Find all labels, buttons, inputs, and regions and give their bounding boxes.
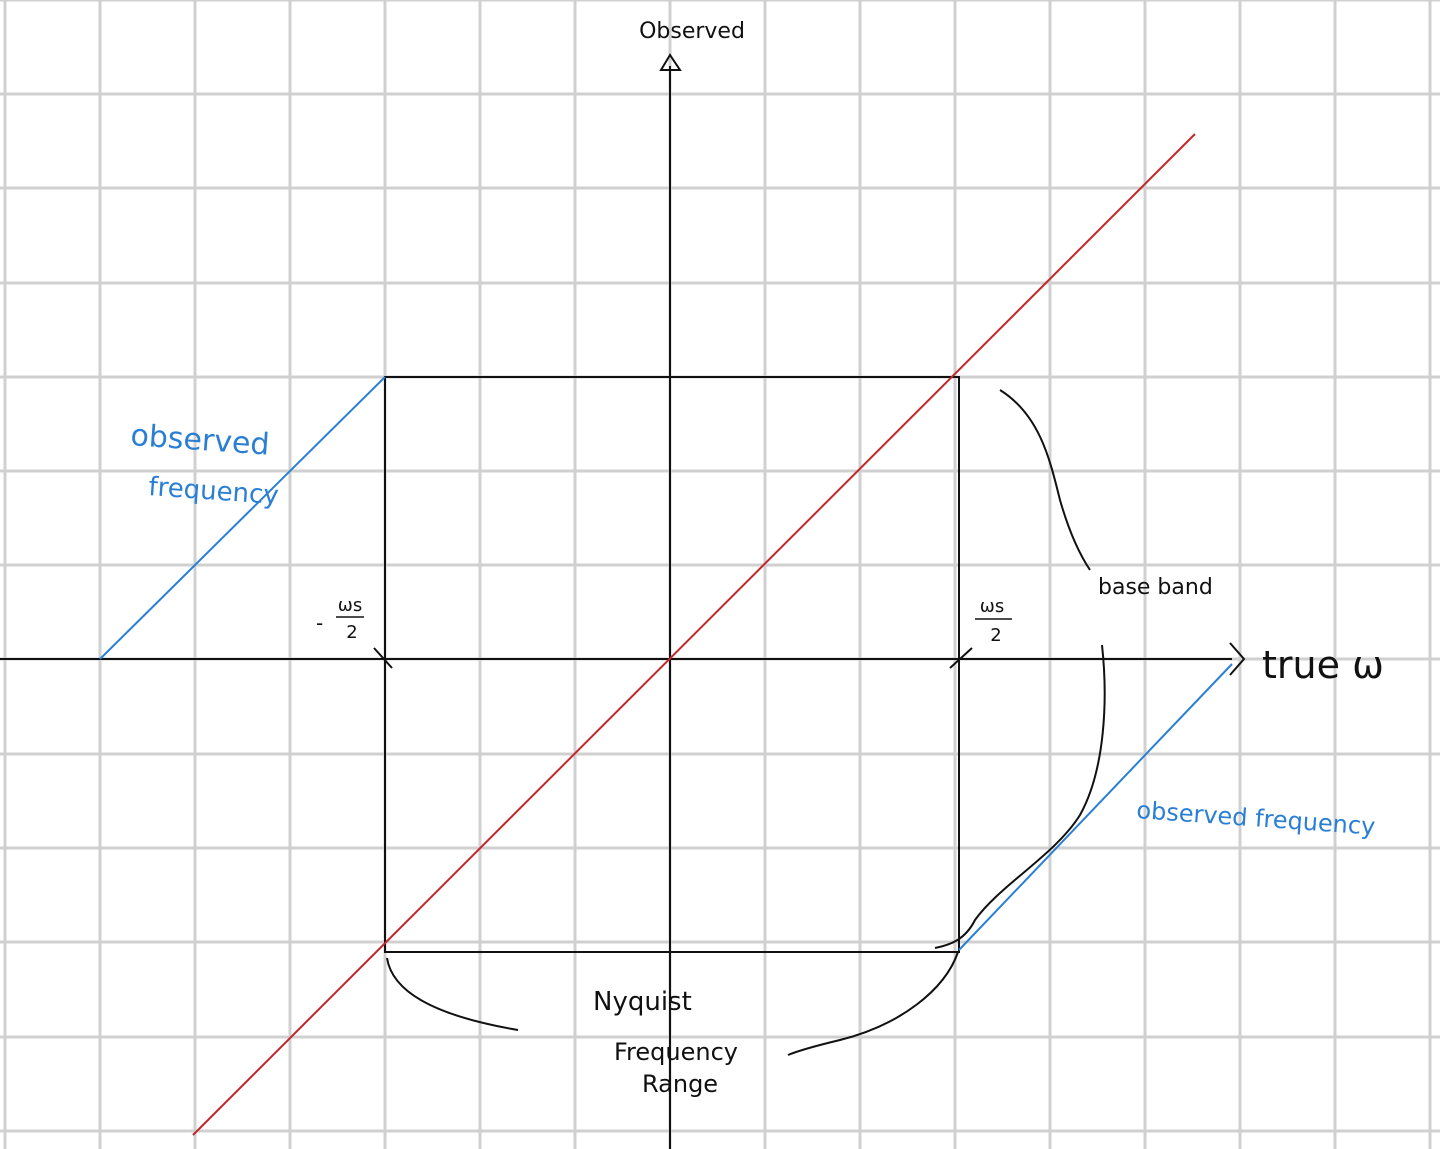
x-axis-arrowhead <box>1229 642 1246 676</box>
observed-right-label: observed frequency <box>1136 796 1377 841</box>
tick-pos-half-sample <box>949 647 973 669</box>
nyquist-label-line1: Nyquist <box>593 987 692 1017</box>
y-axis-label: Observed <box>639 19 745 44</box>
nyquist-brace-right <box>787 951 959 1056</box>
tick-neg-half-sample <box>373 647 393 669</box>
base-band-brace-lower <box>934 644 1106 949</box>
nyquist-brace-left <box>386 957 519 1031</box>
observed-segment-left <box>99 376 386 660</box>
base-band-label: base band <box>1098 575 1213 600</box>
nyquist-box <box>384 376 960 953</box>
neg-half-sample-numerator: ωs <box>338 595 362 616</box>
pos-half-sample-numerator: ωs <box>980 596 1004 617</box>
observed-left-label-line2: frequency <box>148 472 280 511</box>
pos-half-sample-denominator: 2 <box>990 625 1001 646</box>
base-band-brace <box>999 389 1091 571</box>
identity-line <box>192 133 1196 1136</box>
observed-segment-right <box>958 663 1233 951</box>
nyquist-label-line3: Range <box>642 1070 718 1098</box>
neg-half-sample-denominator: 2 <box>346 622 357 643</box>
nyquist-label-line2: Frequency <box>614 1038 738 1066</box>
neg-sign: - <box>316 611 323 635</box>
observed-left-label-line1: observed <box>129 418 270 463</box>
x-axis-label: true ω <box>1262 643 1384 687</box>
y-axis-arrowhead <box>659 53 682 71</box>
